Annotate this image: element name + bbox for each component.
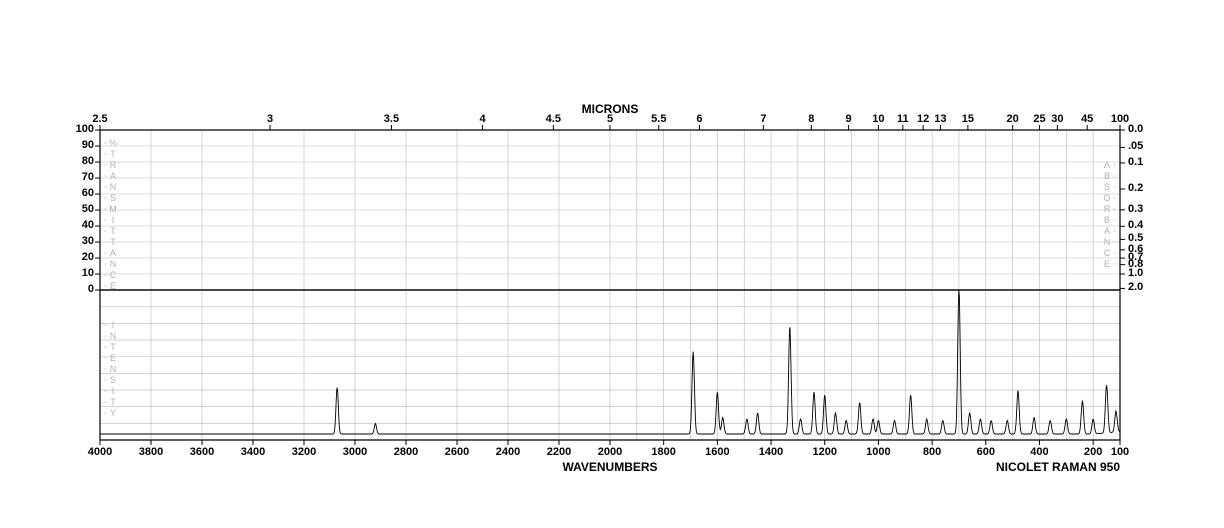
absorbance-tick-0.4: 0.4 — [1128, 219, 1158, 231]
wavenumber-tick-1000: 1000 — [866, 446, 890, 458]
micron-tick-20: 20 — [1007, 113, 1019, 125]
absorbance-label-letter: A — [1102, 226, 1112, 237]
transmittance-label-letter: T — [108, 226, 118, 237]
micron-tick-100: 100 — [1111, 113, 1129, 125]
wavenumber-tick-200: 200 — [1084, 446, 1102, 458]
wavenumber-tick-2000: 2000 — [598, 446, 622, 458]
wavenumber-tick-2400: 2400 — [496, 446, 520, 458]
transmittance-label-letter: E — [108, 281, 118, 292]
absorbance-tick-0.05: .05 — [1128, 140, 1158, 152]
absorbance-label-letter: B — [1102, 215, 1112, 226]
wavenumber-tick-3400: 3400 — [241, 446, 265, 458]
absorbance-label-letter: S — [1102, 182, 1112, 193]
micron-tick-9: 9 — [846, 113, 852, 125]
micron-tick-12: 12 — [917, 113, 929, 125]
micron-tick-10: 10 — [872, 113, 884, 125]
intensity-label-letter: N — [108, 331, 118, 342]
micron-tick-30: 30 — [1051, 113, 1063, 125]
transmittance-label-letter: C — [108, 270, 118, 281]
wavenumber-tick-1400: 1400 — [759, 446, 783, 458]
wavenumber-tick-2800: 2800 — [394, 446, 418, 458]
micron-tick-5.5: 5.5 — [651, 113, 666, 125]
transmittance-tick-80: 80 — [64, 155, 94, 167]
transmittance-label-letter: S — [108, 193, 118, 204]
micron-tick-2.5: 2.5 — [92, 113, 107, 125]
transmittance-label-letter: T — [108, 149, 118, 160]
transmittance-tick-50: 50 — [64, 203, 94, 215]
transmittance-label-letter: N — [108, 182, 118, 193]
absorbance-label-letter: C — [1102, 248, 1112, 259]
wavenumber-tick-2200: 2200 — [547, 446, 571, 458]
micron-tick-11: 11 — [897, 113, 909, 125]
wavenumber-tick-3600: 3600 — [190, 446, 214, 458]
micron-tick-3.5: 3.5 — [384, 113, 399, 125]
transmittance-label-letter: A — [108, 248, 118, 259]
wavenumber-tick-600: 600 — [977, 446, 995, 458]
micron-tick-4.5: 4.5 — [546, 113, 561, 125]
absorbance-tick-0.3: 0.3 — [1128, 203, 1158, 215]
transmittance-label-letter: N — [108, 259, 118, 270]
intensity-label-letter: I — [108, 386, 118, 397]
intensity-label-letter: T — [108, 397, 118, 408]
micron-tick-25: 25 — [1033, 113, 1045, 125]
micron-tick-3: 3 — [267, 113, 273, 125]
wavenumber-tick-100: 100 — [1111, 446, 1129, 458]
wavenumber-tick-800: 800 — [923, 446, 941, 458]
micron-tick-7: 7 — [760, 113, 766, 125]
micron-tick-13: 13 — [934, 113, 946, 125]
absorbance-label-letter: A — [1102, 160, 1112, 171]
transmittance-label-letter: I — [108, 215, 118, 226]
absorbance-tick-1: 1.0 — [1128, 267, 1158, 279]
intensity-label-letter: N — [108, 364, 118, 375]
absorbance-tick-0.2: 0.2 — [1128, 182, 1158, 194]
micron-tick-8: 8 — [808, 113, 814, 125]
transmittance-label-letter: A — [108, 171, 118, 182]
transmittance-label-letter: % — [108, 138, 118, 149]
transmittance-label-letter: T — [108, 237, 118, 248]
wavenumber-tick-400: 400 — [1030, 446, 1048, 458]
wavenumber-tick-1200: 1200 — [812, 446, 836, 458]
absorbance-tick-0: 0.0 — [1128, 123, 1158, 135]
transmittance-tick-20: 20 — [64, 251, 94, 263]
transmittance-tick-70: 70 — [64, 171, 94, 183]
wavenumber-tick-1600: 1600 — [705, 446, 729, 458]
absorbance-label-letter: N — [1102, 237, 1112, 248]
transmittance-label-letter: R — [108, 160, 118, 171]
micron-tick-45: 45 — [1081, 113, 1093, 125]
transmittance-tick-60: 60 — [64, 187, 94, 199]
absorbance-label-letter: B — [1102, 171, 1112, 182]
intensity-label-letter: I — [108, 320, 118, 331]
absorbance-label-letter: E — [1102, 259, 1112, 270]
absorbance-label-letter: R — [1102, 204, 1112, 215]
wavenumber-tick-3800: 3800 — [139, 446, 163, 458]
transmittance-label-letter: M — [108, 204, 118, 215]
micron-tick-15: 15 — [962, 113, 974, 125]
absorbance-tick-2: 2.0 — [1128, 281, 1158, 293]
micron-tick-5: 5 — [607, 113, 613, 125]
axis-title-wavenumbers: WAVENUMBERS — [562, 460, 657, 474]
transmittance-tick-10: 10 — [64, 267, 94, 279]
intensity-label-letter: E — [108, 353, 118, 364]
absorbance-label-letter: O — [1102, 193, 1112, 204]
micron-tick-6: 6 — [696, 113, 702, 125]
absorbance-tick-0.1: 0.1 — [1128, 156, 1158, 168]
instrument-label: NICOLET RAMAN 950 — [996, 460, 1120, 474]
wavenumber-tick-3200: 3200 — [292, 446, 316, 458]
micron-tick-4: 4 — [479, 113, 485, 125]
transmittance-tick-0: 0 — [64, 283, 94, 295]
intensity-label-letter: S — [108, 375, 118, 386]
transmittance-tick-90: 90 — [64, 139, 94, 151]
transmittance-tick-40: 40 — [64, 219, 94, 231]
wavenumber-tick-2600: 2600 — [445, 446, 469, 458]
wavenumber-tick-4000: 4000 — [88, 446, 112, 458]
wavenumber-tick-3000: 3000 — [343, 446, 367, 458]
intensity-label-letter: T — [108, 342, 118, 353]
wavenumber-tick-1800: 1800 — [651, 446, 675, 458]
intensity-label-letter: Y — [108, 408, 118, 419]
transmittance-tick-100: 100 — [64, 123, 94, 135]
transmittance-tick-30: 30 — [64, 235, 94, 247]
